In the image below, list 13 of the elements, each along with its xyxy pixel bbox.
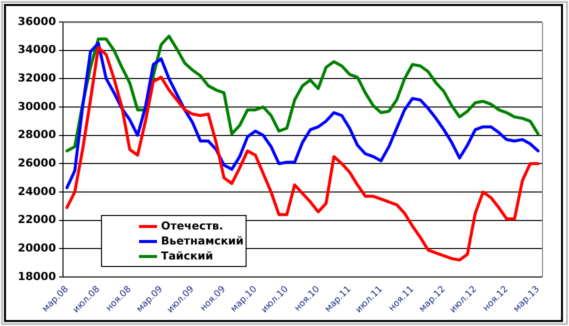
y-tick-label: 24000 <box>18 184 56 198</box>
legend-label: Вьетнамский <box>161 234 244 248</box>
y-tick-label: 18000 <box>18 270 56 283</box>
y-tick-label: 26000 <box>18 156 56 170</box>
y-tick-label: 28000 <box>18 128 56 142</box>
legend-label: Тайский <box>161 249 214 262</box>
y-tick-label: 22000 <box>18 213 56 226</box>
y-tick-label: 32000 <box>18 72 56 85</box>
y-tick-label: 30000 <box>18 100 56 113</box>
legend-label: Отечеств. <box>161 219 224 232</box>
y-tick-label: 36000 <box>18 14 56 28</box>
y-tick-label: 20000 <box>18 242 56 255</box>
y-tick-label: 34000 <box>18 43 56 56</box>
